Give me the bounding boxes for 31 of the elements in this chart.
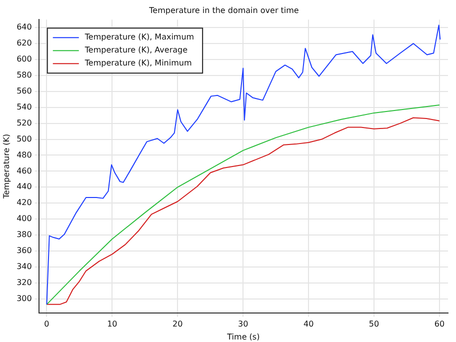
y-tick-label: 400 xyxy=(16,214,32,224)
y-tick-label: 600 xyxy=(16,54,32,64)
y-tick-label: 440 xyxy=(16,182,32,192)
y-tick-label: 300 xyxy=(16,294,32,303)
x-tick-label: 60 xyxy=(434,320,445,329)
legend-label: Temperature (K), Maximum xyxy=(84,32,194,42)
y-tick-label: 540 xyxy=(16,102,32,112)
legend-label: Temperature (K), Minimum xyxy=(84,58,192,68)
y-tick-label: 500 xyxy=(16,134,32,144)
y-tick-label: 380 xyxy=(16,230,32,240)
x-tick-label: 20 xyxy=(172,320,183,329)
y-tick-label: 580 xyxy=(16,70,32,80)
y-tick-label: 420 xyxy=(16,198,32,208)
x-tick-label: 10 xyxy=(107,320,118,329)
y-tick-label: 340 xyxy=(16,262,32,272)
y-tick-label: 520 xyxy=(16,118,32,128)
chart-title: Temperature in the domain over time xyxy=(148,6,299,15)
y-tick-label: 320 xyxy=(16,278,32,287)
y-tick-label: 620 xyxy=(16,38,32,48)
x-tick-label: 40 xyxy=(303,320,314,329)
y-tick-label: 480 xyxy=(16,150,32,160)
y-tick-label: 460 xyxy=(16,166,32,176)
x-tick-label: 30 xyxy=(238,320,248,329)
y-axis-title: Temperature (K) xyxy=(2,134,11,200)
y-tick-label: 640 xyxy=(16,22,32,32)
x-axis-title: Time (s) xyxy=(226,332,260,342)
y-tick-label: 560 xyxy=(16,86,32,96)
y-tick-label: 360 xyxy=(16,246,32,256)
x-tick-label: 50 xyxy=(368,320,380,329)
x-tick-label: 0 xyxy=(44,320,50,329)
legend-label: Temperature (K), Average xyxy=(84,46,188,55)
